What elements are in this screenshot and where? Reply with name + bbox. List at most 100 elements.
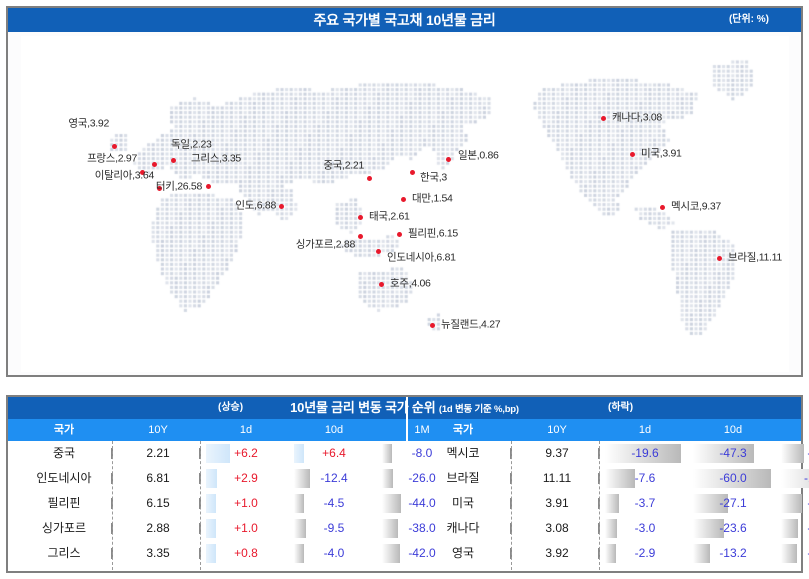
map-label-인도: 인도,6.88 [235,199,276,212]
table-header-row [8,419,801,441]
group-label-falling: (하락) [608,402,634,413]
data-bar [294,494,304,513]
data-bar [605,469,635,488]
map-marker-중국 [366,175,372,181]
map-label-싱가포르: 싱가포르,2.88 [295,238,356,251]
data-bar [781,494,802,513]
table-cell-country: 브라질 [446,471,480,485]
map-label-일본: 일본,0.86 [458,149,499,162]
ranking-title: 10년물 금리 변동 국가 순위 (1d 변동 기준 %,bp) [8,397,801,419]
map-label-터키: 터키,26.58 [155,180,202,193]
map-marker-필리핀 [396,231,402,237]
table-cell-m1: -39.0 [779,516,809,541]
table-header-rising-m1: 1M [414,424,430,436]
table-cell-d10-value: -23.6 [719,521,747,535]
data-bar [693,544,710,563]
table-cell-d10-value: -4.0 [323,546,345,560]
table-row: 인도네시아 6.81 +2.9 -12.4 -26.0 [8,466,801,491]
data-bar [605,444,681,463]
table-cell-country: 중국 [52,446,76,460]
table-cell-m1: -42.0 [380,541,464,566]
map-marker-대만 [400,196,406,202]
table-cell-m1: -37.0 [779,541,809,566]
table-column-divider [112,441,113,570]
table-cell-d10: +6.4 [292,441,376,466]
table-cell-d10: -9.5 [292,516,376,541]
table-cell-d1-value: +2.9 [234,471,258,485]
table-cell-m1: -8.0 [380,441,464,466]
data-bar [206,469,217,488]
table-cell-10y: 3.91 [545,496,569,510]
map-label-필리핀: 필리핀,6.15 [408,227,458,240]
table-cell-10y: 6.81 [146,471,170,485]
data-bar [693,494,728,513]
map-label-뉴질랜드: 뉴질랜드,4.27 [441,318,501,331]
map-marker-태국 [357,214,363,220]
table-row: 미국 3.91 -3.7 -27.1 -50.0 [8,491,809,516]
table-row: 필리핀 6.15 +1.0 -4.5 -44.0 [8,491,801,516]
table-cell-d1: -19.6 [603,441,687,466]
table-cell-d10-value: -4.5 [323,496,345,510]
table-cell-m1: -44.0 [380,491,464,516]
table-cell-m1: -50.0 [779,491,809,516]
table-cell-m1-value: -39.0 [779,516,809,541]
map-marker-인도 [278,203,284,209]
table-cell-10y: 11.11 [542,471,572,485]
table-column-divider [200,441,201,570]
table-cell-d1-value: +1.0 [234,521,258,535]
table-middle-divider [406,397,408,571]
data-bar [693,444,754,463]
table-cell-d1: +0.8 [204,541,288,566]
table-row: 멕시코 9.37 -19.6 -47.3 -55.0 [8,441,809,466]
table-cell-m1: -26.0 [380,466,464,491]
data-bar [693,469,771,488]
map-label-호주: 호주,4.06 [390,277,431,290]
data-bar [382,444,392,463]
data-bar [382,494,401,513]
table-cell-d1: +1.0 [204,516,288,541]
table-cell-10y: 9.37 [545,446,569,460]
table-header-falling-country: 국가 [452,424,474,436]
table-cell-d10-value: +6.4 [322,446,346,460]
data-bar [382,469,393,488]
table-cell-country: 미국 [451,496,475,510]
table-cell-m1-value: -184.0 [803,471,809,485]
table-cell-country: 싱가포르 [41,521,87,535]
data-bar [382,544,400,563]
ranking-title-bar: 10년물 금리 변동 국가 순위 (1d 변동 기준 %,bp) (상승) (하… [8,397,801,419]
table-cell-d1: +6.2 [204,441,288,466]
table-cell-10y: 6.15 [146,496,170,510]
table-cell-country: 멕시코 [446,446,480,460]
table-cell-d10: -23.6 [691,516,775,541]
map-marker-미국 [629,151,635,157]
data-bar [781,444,804,463]
map-label-독일: 독일,2.23 [171,138,212,151]
data-bar [206,444,230,463]
data-bar [693,519,724,538]
table-cell-d1-value: +1.0 [234,496,258,510]
table-cell-d10-value: -47.3 [719,446,747,460]
data-bar [605,494,619,513]
table-cell-country: 영국 [451,546,475,560]
map-marker-싱가포르 [357,233,363,239]
map-label-그리스: 그리스,3.35 [191,152,241,165]
map-marker-멕시코 [659,204,665,210]
table-cell-d1: -7.6 [603,466,687,491]
map-marker-프랑스 [139,169,145,175]
table-cell-m1-value: -50.0 [779,491,809,516]
table-header-falling-m1: 1M [779,419,809,441]
map-marker-그리스 [170,157,176,163]
map-unit-label: (단위: %) [728,14,769,25]
page-title: 주요 국가별 국고채 10년물 금리 [313,12,496,28]
table-cell-m1: -184.0 [779,466,809,491]
table-cell-d10-value: -12.4 [320,471,348,485]
table-cell-m1-value: -38.0 [408,521,436,535]
table-cell-m1: -55.0 [779,441,809,466]
table-cell-d10: -4.0 [292,541,376,566]
map-marker-인도네시아 [375,248,381,254]
map-marker-일본 [445,156,451,162]
table-cell-m1: -38.0 [380,516,464,541]
table-cell-country: 그리스 [47,546,81,560]
table-cell-m1-value: -26.0 [408,471,436,485]
table-header-falling-y10: 10Y [547,424,567,436]
